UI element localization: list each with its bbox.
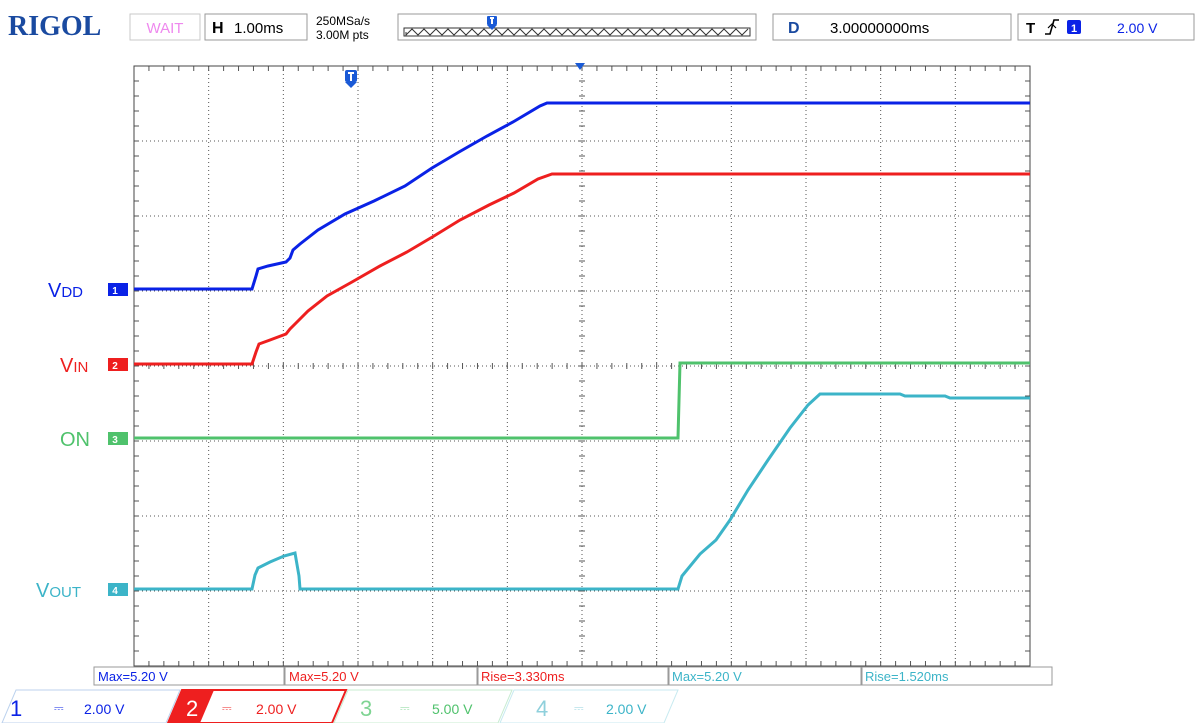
waveform-overview[interactable]: [397, 13, 757, 41]
run-status-text: WAIT: [147, 20, 184, 37]
channel-2-tab[interactable]: 2 ⎓ 2.00 V: [166, 689, 348, 723]
label-vin-sub: IN: [73, 359, 88, 376]
trace-vin: [134, 172, 1030, 366]
svg-text:VOUT: VOUT: [36, 580, 81, 602]
brand-logo: RIGOL: [8, 11, 101, 42]
channel-3-coupling-icon: ⎓: [400, 701, 410, 715]
trigger-label: T: [1026, 20, 1035, 37]
channel-4-number: 4: [536, 696, 548, 721]
delay-label: D: [788, 20, 800, 37]
ch2-marker-icon[interactable]: [108, 358, 128, 371]
ch4-marker-number: 4: [112, 586, 118, 597]
label-on-main: ON: [60, 429, 90, 451]
trace-vdd: [134, 101, 1030, 291]
label-vin-main: V: [60, 355, 74, 377]
label-vout-sub: OUT: [49, 584, 81, 601]
measurement-ch4-rise[interactable]: Rise=1.520ms: [865, 669, 949, 684]
delay-center-icon: [575, 63, 585, 70]
trigger-level: 2.00 V: [1117, 20, 1158, 36]
measurement-bar: Max=5.20 V Max=5.20 V Rise=3.330ms Max=5…: [93, 666, 1053, 686]
delay-box[interactable]: D 3.00000000ms: [772, 13, 1012, 41]
measurement-ch2-rise[interactable]: Rise=3.330ms: [481, 669, 565, 684]
channel-2-number: 2: [186, 696, 198, 721]
channel-3-tab[interactable]: 3 ⎓ 5.00 V: [333, 689, 513, 723]
timebase-value: 1.00ms: [234, 20, 283, 37]
channel-1-number: 1: [10, 696, 22, 721]
ch1-marker-icon[interactable]: [108, 283, 128, 296]
channel-3-scale: 5.00 V: [432, 701, 473, 717]
trigger-source: 1: [1071, 23, 1077, 35]
run-status-badge[interactable]: WAIT: [129, 13, 201, 41]
trigger-source-marker: [1067, 20, 1081, 34]
memory-depth: 3.00M pts: [316, 28, 369, 42]
channel-bar: 1 ⎓ 2.00 V 2 ⎓ 2.00 V 3 ⎓ 5.00 V 4 ⎓ 2.0…: [0, 689, 1200, 723]
ch2-marker-number: 2: [112, 361, 118, 372]
svg-text:VIN: VIN: [60, 355, 88, 377]
measurement-ch1-max[interactable]: Max=5.20 V: [98, 669, 168, 684]
measurement-ch4-max[interactable]: Max=5.20 V: [672, 669, 742, 684]
delay-value: 3.00000000ms: [830, 20, 929, 37]
trigger-box[interactable]: T 1 2.00 V: [1017, 13, 1195, 41]
label-vout-main: V: [36, 580, 50, 602]
sample-rate: 250MSa/s: [316, 14, 370, 28]
channel-1-scale: 2.00 V: [84, 701, 125, 717]
channel-3-number: 3: [360, 696, 372, 721]
channel-2-coupling-icon: ⎓: [222, 701, 232, 715]
svg-text:VDD: VDD: [48, 280, 83, 302]
ch3-marker-number: 3: [112, 435, 118, 446]
channel-2-scale: 2.00 V: [256, 701, 297, 717]
horizontal-label: H: [212, 20, 224, 37]
channel-4-coupling-icon: ⎓: [574, 701, 584, 715]
rising-edge-icon: [1045, 19, 1059, 35]
channel-4-scale: 2.00 V: [606, 701, 647, 717]
ch3-marker-icon[interactable]: [108, 432, 128, 445]
trigger-position-icon: [345, 70, 357, 88]
label-vdd: VDD 1: [48, 280, 128, 302]
trigger-position-icon: [487, 16, 497, 30]
channel-1-coupling-icon: ⎓: [54, 701, 64, 715]
measurement-ch2-max[interactable]: Max=5.20 V: [289, 669, 359, 684]
channel-4-tab[interactable]: 4 ⎓ 2.00 V: [499, 689, 679, 723]
ch1-marker-number: 1: [112, 286, 118, 297]
label-vdd-main: V: [48, 280, 62, 302]
label-vdd-sub: DD: [61, 284, 83, 301]
label-vin: VIN 2: [60, 355, 128, 377]
trace-vout: [134, 392, 1030, 591]
header-bar: RIGOL WAIT H 1.00ms 250MSa/s 3.00M pts: [0, 0, 1200, 46]
channel-1-tab[interactable]: 1 ⎓ 2.00 V: [1, 689, 181, 723]
label-on: ON 3: [60, 429, 128, 451]
horizontal-timebase-box[interactable]: H 1.00ms: [204, 13, 308, 41]
trace-on: [134, 361, 1030, 440]
ch4-marker-icon[interactable]: [108, 583, 128, 596]
label-vout: VOUT 4: [36, 580, 128, 602]
edge-arrow-icon: [1047, 23, 1057, 29]
